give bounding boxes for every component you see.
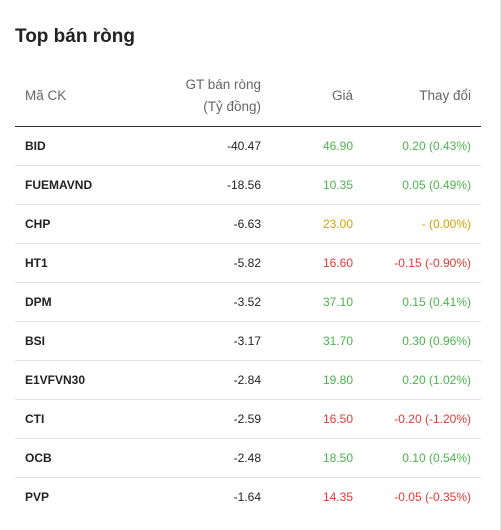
- cell-net-sell-value: -2.84: [111, 360, 261, 400]
- table-row[interactable]: DPM -3.52 37.10 0.15 (0.41%): [15, 282, 481, 322]
- cell-price: 16.50: [261, 399, 353, 439]
- cell-net-sell-value: -2.48: [111, 438, 261, 478]
- cell-net-sell-value: -40.47: [111, 126, 261, 166]
- cell-price: 37.10: [261, 282, 353, 322]
- cell-price: 16.60: [261, 243, 353, 283]
- cell-price: 10.35: [261, 165, 353, 205]
- cell-change: 0.15 (0.41%): [353, 282, 481, 322]
- cell-change: 0.20 (0.43%): [353, 126, 481, 166]
- cell-net-sell-value: -2.59: [111, 399, 261, 439]
- cell-symbol[interactable]: FUEMAVND: [15, 165, 111, 205]
- table-row[interactable]: PVP -1.64 14.35 -0.05 (-0.35%): [15, 477, 481, 516]
- cell-change: - (0.00%): [353, 204, 481, 244]
- cell-change: -0.15 (-0.90%): [353, 243, 481, 283]
- cell-symbol[interactable]: E1VFVN30: [15, 360, 111, 400]
- column-header-net-sell-value[interactable]: GT bán ròng (Tỷ đồng): [111, 66, 261, 127]
- cell-net-sell-value: -6.63: [111, 204, 261, 244]
- table-row[interactable]: CTI -2.59 16.50 -0.20 (-1.20%): [15, 399, 481, 439]
- cell-change: -0.20 (-1.20%): [353, 399, 481, 439]
- cell-symbol[interactable]: BSI: [15, 321, 111, 361]
- cell-price: 23.00: [261, 204, 353, 244]
- column-header-symbol[interactable]: Mã CK: [15, 66, 111, 127]
- cell-symbol[interactable]: CHP: [15, 204, 111, 244]
- cell-symbol[interactable]: DPM: [15, 282, 111, 322]
- cell-change: -0.05 (-0.35%): [394, 489, 471, 504]
- column-header-value-line2: (Tỷ đồng): [203, 98, 261, 114]
- table-row[interactable]: BSI -3.17 31.70 0.30 (0.96%): [15, 321, 481, 361]
- table-header-row: Mã CK GT bán ròng (Tỷ đồng) Giá Thay đổi: [15, 66, 481, 127]
- cell-symbol[interactable]: HT1: [15, 243, 111, 283]
- table-row[interactable]: E1VFVN30 -2.84 19.80 0.20 (1.02%): [15, 360, 481, 400]
- table-row[interactable]: OCB -2.48 18.50 0.10 (0.54%): [15, 438, 481, 478]
- cell-change: 0.20 (1.02%): [353, 360, 481, 400]
- cell-symbol[interactable]: PVP: [25, 489, 50, 504]
- cell-change: 0.10 (0.54%): [353, 438, 481, 478]
- cell-change: 0.05 (0.49%): [353, 165, 481, 205]
- cell-net-sell-value: -18.56: [111, 165, 261, 205]
- cell-net-sell-value: -3.52: [111, 282, 261, 322]
- cell-net-sell-value: -5.82: [111, 243, 261, 283]
- cell-price: 14.35: [322, 489, 353, 504]
- column-header-price[interactable]: Giá: [261, 66, 353, 127]
- column-header-value-line1: GT bán ròng: [185, 76, 261, 92]
- cell-net-sell-value: -1.64: [233, 489, 261, 504]
- table-row[interactable]: BID -40.47 46.90 0.20 (0.43%): [15, 126, 481, 166]
- table-row[interactable]: FUEMAVND -18.56 10.35 0.05 (0.49%): [15, 165, 481, 205]
- cell-net-sell-value: -3.17: [111, 321, 261, 361]
- cell-symbol[interactable]: BID: [15, 126, 111, 166]
- cell-price: 19.80: [261, 360, 353, 400]
- cell-price: 18.50: [261, 438, 353, 478]
- cell-change: 0.30 (0.96%): [353, 321, 481, 361]
- table-row[interactable]: CHP -6.63 23.00- (0.00%): [15, 204, 481, 244]
- cell-symbol[interactable]: OCB: [15, 438, 111, 478]
- column-header-change[interactable]: Thay đổi: [353, 66, 481, 127]
- cell-price: 46.90: [261, 126, 353, 166]
- table-row[interactable]: HT1 -5.82 16.60 -0.15 (-0.90%): [15, 243, 481, 283]
- cell-symbol[interactable]: CTI: [15, 399, 111, 439]
- cell-price: 31.70: [261, 321, 353, 361]
- panel-title: Top bán ròng: [15, 26, 135, 47]
- net-sell-table: Mã CK GT bán ròng (Tỷ đồng) Giá Thay đổi…: [15, 66, 481, 516]
